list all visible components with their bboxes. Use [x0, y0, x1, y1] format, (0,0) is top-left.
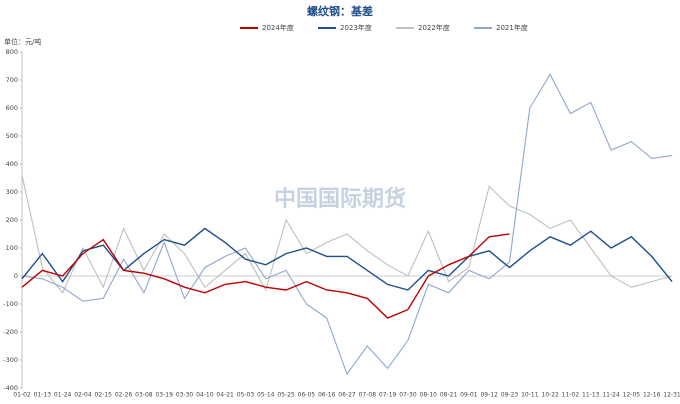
x-tick-label: 07-08: [359, 392, 377, 399]
y-tick-label: -200: [3, 328, 18, 336]
x-tick-label: 02-15: [95, 392, 113, 399]
y-tick-label: 300: [6, 188, 18, 196]
x-tick-label: 12-31: [663, 392, 680, 399]
series-line: [21, 175, 673, 294]
y-tick-label: 700: [6, 76, 18, 84]
series-line: [21, 227, 673, 291]
x-tick-label: 10-22: [541, 392, 559, 399]
x-tick-label: 09-23: [501, 392, 519, 399]
x-tick-label: 05-14: [257, 392, 275, 399]
x-tick-label: 01-24: [54, 392, 72, 399]
legend-label: 2024年度: [262, 23, 294, 32]
x-tick-label: 02-26: [115, 392, 133, 399]
x-tick-label: 06-05: [298, 392, 316, 399]
x-tick-label: 11-13: [582, 392, 600, 399]
y-tick-label: -300: [3, 356, 18, 364]
x-tick-label: 04-10: [196, 392, 214, 399]
y-tick-label: 0: [14, 272, 18, 280]
x-tick-label: 06-16: [318, 392, 336, 399]
x-tick-label: 08-10: [420, 392, 438, 399]
x-tick-label: 10-11: [521, 392, 539, 399]
legend-label: 2022年度: [418, 23, 450, 32]
y-tick-label: -100: [3, 300, 18, 308]
x-tick-label: 11-24: [602, 392, 620, 399]
series-line: [21, 233, 510, 319]
x-tick-label: 05-25: [277, 392, 295, 399]
x-tick-label: 08-21: [440, 392, 458, 399]
x-tick-label: 12-16: [643, 392, 661, 399]
x-tick-label: 09-12: [480, 392, 498, 399]
series-line: [21, 73, 673, 376]
y-tick-label: 200: [6, 216, 18, 224]
x-tick-label: 03-19: [155, 392, 173, 399]
x-tick-label: 11-02: [562, 392, 580, 399]
y-tick-label: -400: [3, 384, 18, 392]
legend-label: 2023年度: [340, 23, 372, 32]
x-tick-label: 07-30: [399, 392, 417, 399]
x-tick-label: 01-02: [13, 392, 31, 399]
x-tick-label: 06-27: [338, 392, 356, 399]
y-axis-label: 单位：元/吨: [4, 37, 41, 46]
x-tick-label: 05-03: [237, 392, 255, 399]
x-tick-label: 12-05: [623, 392, 641, 399]
x-tick-label: 03-08: [135, 392, 153, 399]
x-tick-label: 09-01: [460, 392, 478, 399]
chart-title: 螺纹钢：基差: [307, 4, 373, 18]
watermark: 中国国际期货: [274, 186, 406, 212]
y-tick-label: 600: [6, 104, 18, 112]
y-tick-label: 800: [6, 48, 18, 56]
y-tick-label: 100: [6, 244, 18, 252]
x-tick-label: 02-04: [74, 392, 92, 399]
y-tick-label: 500: [6, 132, 18, 140]
y-tick-label: 400: [6, 160, 18, 168]
x-tick-label: 01-13: [34, 392, 52, 399]
x-tick-label: 04-21: [216, 392, 234, 399]
x-tick-label: 07-19: [379, 392, 397, 399]
x-tick-label: 03-30: [176, 392, 194, 399]
legend-label: 2021年度: [496, 23, 528, 32]
